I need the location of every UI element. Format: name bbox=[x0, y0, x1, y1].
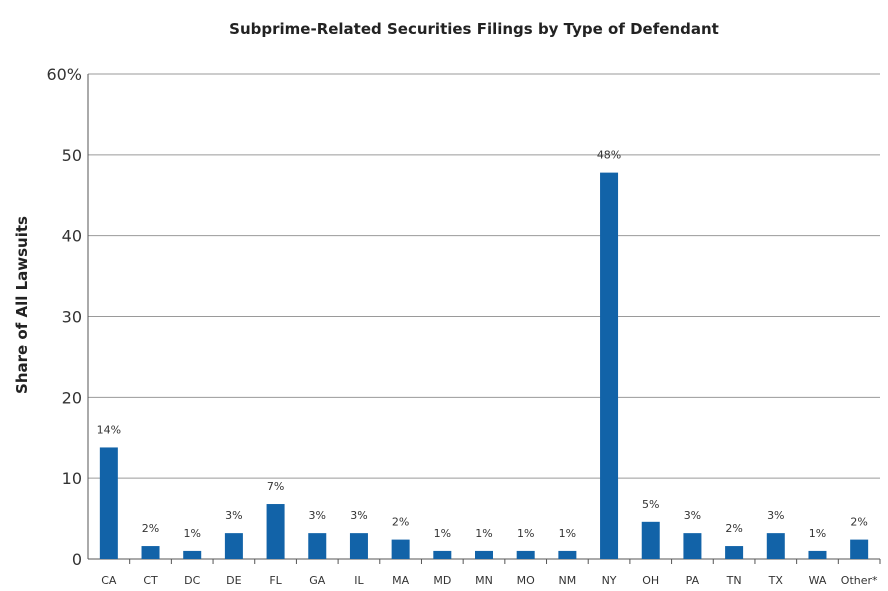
bars bbox=[99, 172, 869, 559]
bar-wa bbox=[808, 550, 827, 559]
bar-il bbox=[349, 533, 368, 559]
x-tick-label: DC bbox=[184, 574, 200, 587]
bar-ga bbox=[308, 533, 327, 559]
x-tick-label: WA bbox=[809, 574, 827, 587]
bar-pa bbox=[683, 533, 702, 559]
x-axis-ticks: CA CT DC DE FL GA IL MA MD MN MO NM NY OH PA TN TX WA Othe… bbox=[101, 559, 881, 587]
x-tick-label: TN bbox=[726, 574, 742, 587]
x-tick-label: OH bbox=[642, 574, 659, 587]
data-label: 2% bbox=[142, 522, 159, 535]
x-tick-label: MO bbox=[517, 574, 535, 587]
data-label: 1% bbox=[809, 527, 826, 540]
data-label: 3% bbox=[684, 509, 701, 522]
bar-dc bbox=[183, 550, 202, 559]
data-label: 1% bbox=[517, 527, 534, 540]
bar-mo bbox=[516, 550, 535, 559]
y-tick-label: 50 bbox=[62, 146, 82, 165]
bar-nm bbox=[558, 550, 577, 559]
x-tick-label: DE bbox=[226, 574, 241, 587]
bar-mn bbox=[475, 550, 493, 559]
data-label: 14% bbox=[97, 423, 121, 436]
y-tick-label: 30 bbox=[62, 308, 82, 327]
bar-tx bbox=[766, 533, 785, 559]
bar-ca bbox=[99, 447, 118, 559]
y-tick-label: 40 bbox=[62, 227, 82, 246]
x-tick-label: NM bbox=[559, 574, 577, 587]
x-tick-label: TX bbox=[768, 574, 784, 587]
chart-title: Subprime-Related Securities Filings by T… bbox=[229, 20, 719, 38]
y-tick-label: 60% bbox=[46, 65, 82, 84]
bar-ny bbox=[600, 172, 619, 559]
data-label: 2% bbox=[850, 516, 867, 529]
x-tick-label: PA bbox=[686, 574, 700, 587]
x-tick-label: NY bbox=[602, 574, 617, 587]
bar-oh bbox=[641, 521, 660, 559]
x-tick-label: IL bbox=[354, 574, 364, 587]
data-label: 2% bbox=[725, 522, 742, 535]
x-tick-label: GA bbox=[309, 574, 326, 587]
bar-tn bbox=[725, 546, 744, 559]
y-tick-label: 0 bbox=[72, 550, 82, 569]
data-label: 5% bbox=[642, 498, 659, 511]
data-label: 1% bbox=[559, 527, 576, 540]
data-label: 2% bbox=[392, 516, 409, 529]
x-tick-label: MD bbox=[433, 574, 451, 587]
data-label: 3% bbox=[225, 509, 242, 522]
y-axis-ticks: 0 10 20 30 40 50 60% bbox=[46, 65, 82, 569]
y-tick-label: 20 bbox=[62, 388, 82, 407]
data-label: 1% bbox=[183, 527, 200, 540]
x-tick-label: FL bbox=[269, 574, 282, 587]
x-tick-label: MN bbox=[475, 574, 493, 587]
x-tick-label: CA bbox=[101, 574, 117, 587]
data-label: 3% bbox=[767, 509, 784, 522]
bar-de bbox=[224, 533, 243, 559]
data-label: 7% bbox=[267, 480, 284, 493]
x-tick-label: CT bbox=[143, 574, 158, 587]
bar-ma bbox=[391, 539, 410, 559]
bar-other bbox=[850, 539, 869, 559]
y-tick-label: 10 bbox=[62, 469, 82, 488]
bar-fl bbox=[266, 504, 285, 559]
data-label: 1% bbox=[475, 527, 492, 540]
data-label: 3% bbox=[350, 509, 367, 522]
bar-md bbox=[433, 550, 452, 559]
x-tick-label: Other* bbox=[841, 574, 878, 587]
data-label: 1% bbox=[434, 527, 451, 540]
data-label: 48% bbox=[597, 149, 621, 162]
data-label: 3% bbox=[309, 509, 326, 522]
data-labels: 14% 2% 1% 3% 7% 3% 3% 2% 1% 1% 1% 1% 48% 5% 3% 2% 3% 1% 2% bbox=[97, 149, 868, 540]
bar-ct bbox=[141, 546, 160, 559]
gridlines bbox=[87, 73, 880, 560]
x-tick-label: MA bbox=[392, 574, 409, 587]
